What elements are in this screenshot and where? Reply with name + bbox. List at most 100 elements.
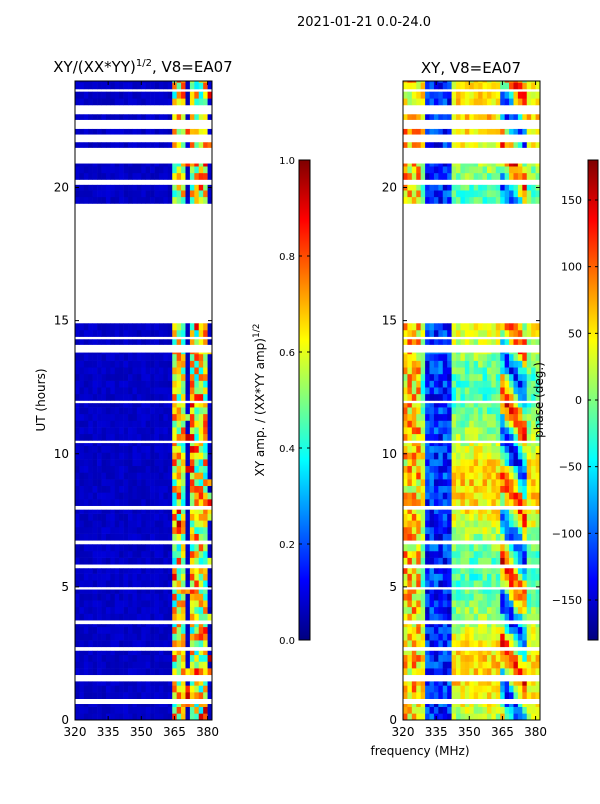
heatmap-cell [105, 557, 111, 565]
heatmap-cell [411, 685, 417, 693]
heatmap-cell [194, 681, 200, 686]
heatmap-cell [198, 654, 204, 662]
heatmap-cell [181, 163, 186, 167]
heatmap-cell [407, 196, 413, 204]
heatmap-cell [416, 685, 421, 693]
heatmap-cell [451, 485, 457, 493]
heatmap-cell [158, 557, 164, 565]
heatmap-cell [88, 387, 93, 395]
heatmap-cell [185, 550, 191, 558]
heatmap-cell [150, 520, 155, 528]
heatmap-cell [407, 166, 413, 174]
heatmap-cell [110, 393, 116, 401]
heatmap-cell [504, 98, 510, 106]
heatmap-cell [451, 196, 457, 204]
heatmap-cell [101, 713, 107, 720]
heatmap-cell [509, 626, 514, 634]
heatmap-cell [150, 465, 155, 473]
heatmap-cell [420, 580, 426, 588]
heatmap-cell [509, 360, 514, 368]
heatmap-cell [517, 380, 523, 388]
heatmap-cell [420, 91, 426, 99]
heatmap-cell [513, 589, 519, 594]
heatmap-cell [433, 142, 439, 148]
heatmap-cell [478, 114, 483, 120]
heatmap-cell [194, 142, 200, 148]
heatmap-cell [513, 91, 519, 99]
heatmap-cell [478, 661, 483, 669]
heatmap-cell [105, 172, 111, 180]
heatmap-cell [185, 452, 191, 460]
heatmap-cell [500, 114, 505, 120]
heatmap-cell [119, 589, 124, 594]
heatmap-cell [442, 557, 448, 565]
heatmap-cell [403, 172, 408, 180]
heatmap-cell [500, 360, 505, 368]
heatmap-cell [522, 352, 528, 355]
heatmap-cell [194, 589, 200, 594]
heatmap-cell [429, 704, 435, 707]
heatmap-cell [97, 650, 102, 656]
heatmap-cell [456, 190, 461, 198]
heatmap-cell [136, 360, 142, 368]
heatmap-cell [158, 128, 164, 135]
heatmap-cell [407, 624, 413, 628]
heatmap-cell [97, 589, 102, 594]
heatmap-cell [442, 544, 448, 552]
heatmap-cell [128, 407, 133, 415]
heatmap-cell [83, 459, 89, 467]
heatmap-cell [83, 465, 89, 473]
heatmap-cell [500, 452, 505, 460]
heatmap-cell [92, 573, 98, 581]
heatmap-cell [79, 668, 85, 676]
heatmap-cell [517, 633, 523, 641]
heatmap-cell [79, 403, 85, 408]
heatmap-cell [473, 533, 479, 541]
heatmap-cell [145, 640, 151, 648]
heatmap-cell [136, 685, 142, 693]
heatmap-cell [535, 613, 540, 621]
heatmap-cell [79, 613, 85, 621]
heatmap-cell [517, 668, 523, 676]
heatmap-cell [141, 544, 147, 552]
heatmap-cell [123, 380, 129, 388]
heatmap-cell [482, 589, 488, 594]
heatmap-cell [469, 445, 475, 453]
heatmap-cell [194, 163, 200, 167]
heatmap-cell [403, 499, 408, 506]
heatmap-cell [403, 681, 408, 686]
heatmap-cell [181, 420, 186, 428]
heatmap-cell [167, 520, 173, 528]
heatmap-cell [194, 713, 200, 720]
heatmap-cell [88, 329, 93, 337]
heatmap-cell [420, 668, 426, 676]
heatmap-cell [522, 128, 528, 135]
heatmap-cell [495, 492, 501, 500]
heatmap-cell [486, 393, 492, 401]
heatmap-cell [136, 513, 142, 521]
heatmap-cell [189, 704, 195, 707]
heatmap-cell [185, 380, 191, 388]
heatmap-cell [407, 544, 413, 552]
heatmap-cell [451, 713, 457, 720]
heatmap-cell [438, 360, 444, 368]
heatmap-cell [92, 142, 98, 148]
heatmap-cell [92, 445, 98, 453]
heatmap-cell [438, 452, 444, 460]
heatmap-cell [136, 323, 142, 331]
heatmap-cell [469, 91, 475, 99]
heatmap-cell [83, 526, 89, 534]
heatmap-cell [119, 668, 124, 676]
heatmap-cell [429, 633, 435, 641]
heatmap-cell [132, 98, 138, 106]
heatmap-cell [522, 626, 528, 634]
heatmap-cell [513, 459, 519, 467]
heatmap-cell [83, 128, 89, 135]
heatmap-cell [495, 681, 501, 686]
heatmap-cell [486, 142, 492, 148]
heatmap-cell [495, 685, 501, 693]
heatmap-cell [495, 166, 501, 174]
heatmap-cell [491, 600, 497, 608]
heatmap-cell [145, 373, 151, 381]
